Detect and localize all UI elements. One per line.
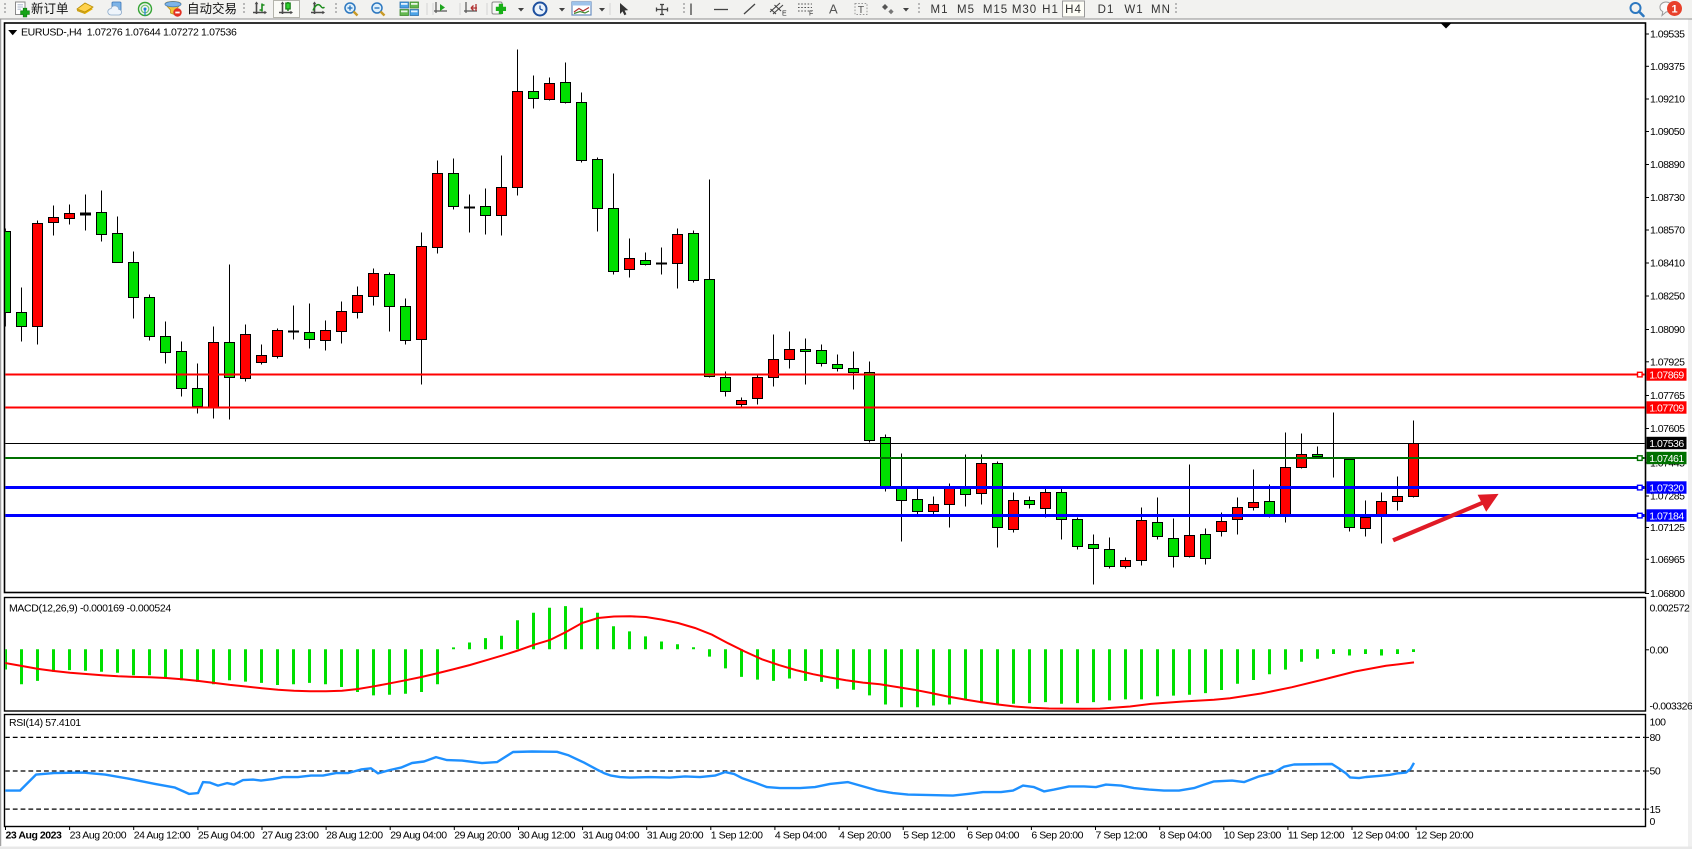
svg-text:自动交易: 自动交易 [187,1,237,16]
svg-text:1.08730: 1.08730 [1650,192,1685,204]
svg-text:23 Aug 20:00: 23 Aug 20:00 [70,830,127,842]
svg-text:25 Aug 04:00: 25 Aug 04:00 [198,830,255,842]
svg-text:M15: M15 [983,4,1008,16]
svg-text:23 Aug 2023: 23 Aug 2023 [6,830,63,842]
svg-text:1: 1 [1671,4,1677,16]
svg-text:EURUSD-,H4 1.07276 1.07644 1.: EURUSD-,H4 1.07276 1.07644 1.07272 1.075… [21,27,237,39]
svg-text:MACD(12,26,9) -0.000169 -0.000: MACD(12,26,9) -0.000169 -0.000524 [9,603,171,615]
svg-text:1.09050: 1.09050 [1650,126,1685,138]
svg-text:31 Aug 20:00: 31 Aug 20:00 [647,830,704,842]
svg-text:1.08890: 1.08890 [1650,159,1685,171]
svg-text:28 Aug 12:00: 28 Aug 12:00 [326,830,383,842]
svg-text:12 Sep 20:00: 12 Sep 20:00 [1416,830,1474,842]
svg-text:0.00: 0.00 [1650,645,1669,657]
svg-text:1.07869: 1.07869 [1649,369,1684,381]
svg-text:11 Sep 12:00: 11 Sep 12:00 [1288,830,1345,842]
svg-text:M1: M1 [931,4,949,16]
svg-text:6 Sep 04:00: 6 Sep 04:00 [967,830,1019,842]
svg-text:24 Aug 12:00: 24 Aug 12:00 [134,830,191,842]
svg-text:29 Aug 04:00: 29 Aug 04:00 [390,830,447,842]
svg-text:80: 80 [1650,732,1661,744]
svg-text:1.08090: 1.08090 [1650,324,1685,336]
svg-text:31 Aug 04:00: 31 Aug 04:00 [583,830,640,842]
svg-text:5 Sep 12:00: 5 Sep 12:00 [903,830,955,842]
svg-text:新订单: 新订单 [31,1,69,16]
svg-text:W1: W1 [1124,4,1143,16]
svg-text:1.09535: 1.09535 [1650,29,1685,41]
svg-text:1.09210: 1.09210 [1650,94,1685,106]
svg-text:10 Sep 23:00: 10 Sep 23:00 [1224,830,1282,842]
svg-text:8 Sep 04:00: 8 Sep 04:00 [1160,830,1212,842]
svg-text:1.06965: 1.06965 [1650,554,1685,566]
svg-text:1.08250: 1.08250 [1650,291,1685,303]
svg-text:100: 100 [1650,717,1667,729]
svg-text:15: 15 [1650,804,1661,816]
svg-text:1.08570: 1.08570 [1650,225,1685,237]
svg-text:0.002572: 0.002572 [1650,602,1690,614]
svg-text:1.06800: 1.06800 [1650,588,1685,600]
svg-text:A: A [829,2,838,17]
svg-text:D1: D1 [1098,4,1115,16]
svg-text:H1: H1 [1042,4,1059,16]
svg-text:1.07285: 1.07285 [1650,491,1685,503]
svg-text:1.07461: 1.07461 [1649,453,1684,465]
svg-text:0: 0 [1650,816,1656,828]
svg-text:7 Sep 12:00: 7 Sep 12:00 [1096,830,1148,842]
svg-text:E: E [782,11,787,18]
svg-text:1.07184: 1.07184 [1649,510,1684,522]
svg-text:1.07925: 1.07925 [1650,357,1685,369]
svg-text:F: F [809,11,813,18]
svg-text:1.07320: 1.07320 [1649,482,1684,494]
svg-text:1.09375: 1.09375 [1650,61,1685,73]
svg-text:H4: H4 [1065,4,1082,16]
svg-text:RSI(14) 57.4101: RSI(14) 57.4101 [9,717,81,729]
svg-text:-0.003326: -0.003326 [1650,701,1692,713]
svg-text:1.07765: 1.07765 [1650,390,1685,402]
svg-text:4 Sep 20:00: 4 Sep 20:00 [839,830,891,842]
svg-text:1.07536: 1.07536 [1649,438,1684,450]
svg-text:50: 50 [1650,766,1661,778]
svg-text:1.07709: 1.07709 [1649,402,1684,414]
svg-text:12 Sep 04:00: 12 Sep 04:00 [1352,830,1410,842]
svg-text:1 Sep 12:00: 1 Sep 12:00 [711,830,763,842]
svg-text:1.07125: 1.07125 [1650,522,1685,534]
svg-text:4 Sep 04:00: 4 Sep 04:00 [775,830,827,842]
svg-text:27 Aug 23:00: 27 Aug 23:00 [262,830,319,842]
svg-text:30 Aug 12:00: 30 Aug 12:00 [519,830,576,842]
svg-text:T: T [858,4,865,16]
svg-text:6 Sep 20:00: 6 Sep 20:00 [1031,830,1083,842]
svg-text:1.08410: 1.08410 [1650,258,1685,270]
svg-text:M5: M5 [957,4,975,16]
svg-text:1.07605: 1.07605 [1650,423,1685,435]
svg-text:MN: MN [1151,4,1171,16]
svg-text:29 Aug 20:00: 29 Aug 20:00 [454,830,511,842]
svg-text:M30: M30 [1012,4,1037,16]
